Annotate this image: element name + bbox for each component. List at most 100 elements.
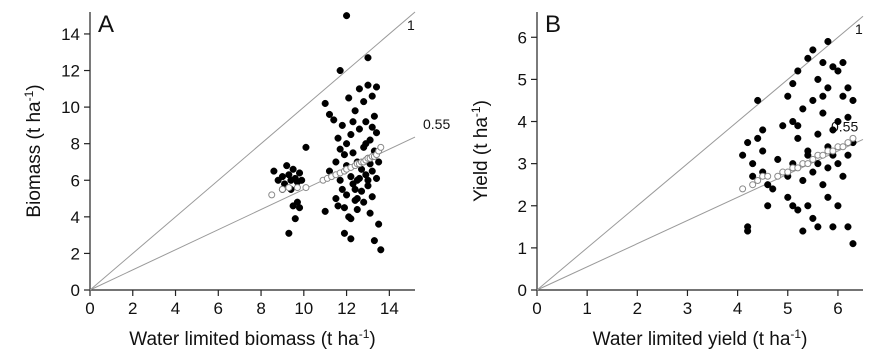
- data-point-filled: [849, 240, 857, 248]
- data-point-filled: [809, 168, 817, 176]
- x-tick-label: 8: [256, 299, 265, 318]
- data-point-open: [302, 184, 310, 192]
- data-point-filled: [789, 80, 797, 88]
- data-point-filled: [347, 235, 355, 243]
- data-point-filled: [321, 99, 329, 107]
- data-point-filled: [764, 181, 772, 189]
- x-tick-label: 5: [783, 299, 792, 318]
- data-point-filled: [340, 204, 348, 212]
- y-tick-label: 6: [518, 28, 527, 47]
- data-point-filled: [368, 193, 376, 201]
- data-point-filled: [744, 139, 752, 147]
- data-point-filled: [804, 202, 812, 210]
- x-tick-label: 4: [733, 299, 742, 318]
- data-point-filled: [362, 118, 370, 126]
- data-point-filled: [357, 187, 366, 195]
- data-point-filled: [351, 185, 359, 193]
- data-point-filled: [799, 176, 807, 185]
- data-point-open: [784, 168, 792, 176]
- data-point-filled: [375, 158, 383, 166]
- y-tick-label: 5: [518, 70, 527, 89]
- x-tick-label: 2: [128, 299, 137, 318]
- data-point-filled: [809, 96, 817, 105]
- data-point-filled: [283, 162, 291, 170]
- data-point-filled: [336, 66, 344, 75]
- data-point-filled: [844, 113, 852, 121]
- data-point-filled: [270, 167, 278, 175]
- data-point-open: [754, 176, 762, 184]
- data-point-filled: [794, 206, 802, 214]
- x-tick-label: 14: [380, 299, 399, 318]
- data-point-filled: [364, 81, 372, 89]
- data-point-filled: [804, 151, 812, 159]
- data-point-filled: [321, 207, 329, 215]
- data-point-filled: [332, 195, 340, 203]
- data-point-filled: [362, 140, 370, 148]
- data-point-filled: [754, 134, 762, 142]
- x-axis-label: Water limited biomass (t ha-1): [129, 327, 375, 350]
- data-point-filled: [330, 116, 338, 124]
- data-point-open: [809, 155, 817, 163]
- y-tick-label: 0: [518, 281, 527, 300]
- data-point-filled: [295, 169, 304, 177]
- data-point-filled: [351, 107, 359, 115]
- data-point-filled: [784, 92, 792, 100]
- y-tick-label: 0: [71, 281, 80, 300]
- data-point-filled: [759, 147, 767, 155]
- x-tick-label: 1: [582, 299, 591, 318]
- data-point-filled: [368, 123, 376, 131]
- data-point-filled: [343, 140, 351, 148]
- data-point-filled: [794, 67, 802, 75]
- data-point-filled: [819, 58, 827, 67]
- data-point-open: [293, 184, 301, 192]
- data-point-open: [774, 172, 782, 180]
- data-point-filled: [336, 145, 344, 153]
- data-point-filled: [834, 117, 842, 126]
- data-point-filled: [364, 176, 372, 184]
- y-axis-label: Biomass (t ha-1): [22, 84, 45, 217]
- x-tick-label: 3: [683, 299, 692, 318]
- data-point-filled: [839, 92, 847, 100]
- data-point-filled: [355, 174, 363, 182]
- data-point-filled: [764, 202, 772, 210]
- data-point-filled: [289, 165, 297, 173]
- y-tick-label: 2: [71, 244, 80, 263]
- data-point-filled: [759, 126, 767, 134]
- data-point-filled: [343, 12, 351, 20]
- reference-line-label: 1: [407, 17, 415, 33]
- data-point-filled: [844, 223, 852, 231]
- data-point-open: [285, 184, 293, 192]
- data-point-filled: [804, 54, 812, 62]
- data-point-filled: [338, 185, 346, 193]
- data-point-filled: [377, 246, 385, 254]
- y-tick-label: 4: [518, 113, 527, 132]
- data-point-filled: [749, 160, 757, 168]
- data-point-filled: [325, 110, 334, 118]
- data-point-filled: [819, 181, 827, 189]
- data-point-filled: [824, 164, 832, 172]
- data-point-open: [268, 191, 276, 199]
- data-point-filled: [829, 126, 837, 134]
- reference-line-label: 0.55: [423, 116, 450, 132]
- data-point-filled: [278, 173, 286, 181]
- data-point-filled: [355, 125, 363, 133]
- data-point-filled: [370, 112, 378, 120]
- data-point-filled: [839, 58, 847, 67]
- reference-line: [89, 11, 416, 291]
- panel-label: A: [98, 11, 114, 38]
- data-point-filled: [368, 92, 376, 100]
- data-point-filled: [349, 149, 357, 157]
- data-point-filled: [829, 223, 837, 231]
- data-point-filled: [340, 229, 348, 237]
- data-point-filled: [754, 96, 762, 105]
- data-point-filled: [824, 193, 832, 201]
- data-point-filled: [839, 172, 847, 180]
- data-point-filled: [769, 185, 777, 193]
- data-point-filled: [774, 155, 782, 163]
- data-point-open: [829, 147, 837, 155]
- data-point-filled: [844, 151, 852, 159]
- data-point-filled: [347, 173, 355, 181]
- data-point-filled: [834, 160, 842, 168]
- y-axis-label: Yield (t ha-1): [469, 100, 492, 202]
- data-point-filled: [364, 54, 372, 62]
